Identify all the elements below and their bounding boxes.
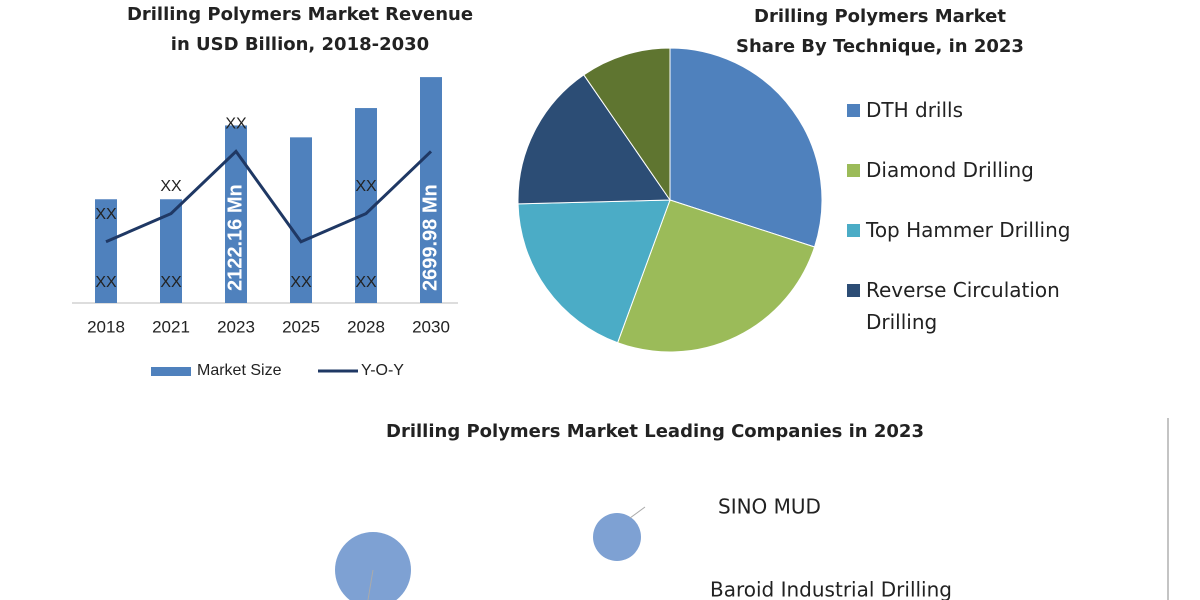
legend-swatch <box>847 284 860 297</box>
x-tick-label: 2028 <box>347 317 385 336</box>
x-tick-label: 2023 <box>217 317 255 336</box>
bar <box>95 199 117 303</box>
line-value-label: XX <box>95 206 117 223</box>
bubble <box>593 513 641 561</box>
legend-swatch <box>847 224 860 237</box>
bar <box>420 77 442 303</box>
chart-title: Drilling Polymers Market Revenue in USD … <box>126 4 474 55</box>
leader-line <box>367 569 374 600</box>
pie-slice <box>517 74 671 205</box>
bubble-label: Baroid Industrial Drilling <box>710 578 952 600</box>
x-tick-label: 2030 <box>412 317 450 336</box>
legend-swatch <box>847 164 860 177</box>
legend-label: DTH drills <box>866 98 964 122</box>
chart-title: Drilling Polymers Market Leading Compani… <box>386 421 924 442</box>
x-tick-label: 2018 <box>87 317 125 336</box>
bubble-label: SINO MUD <box>718 495 821 519</box>
bar <box>290 137 312 303</box>
line-value-label: XX <box>355 178 377 195</box>
bubble <box>335 532 411 600</box>
pie-slice <box>669 47 823 248</box>
line-value-label: XX <box>160 178 182 195</box>
legend-label: Market Size <box>197 362 282 379</box>
legend-swatch <box>151 367 191 376</box>
bar <box>355 108 377 303</box>
bar-value-label: XX <box>290 274 312 291</box>
chart-title: Drilling Polymers Market Share By Techni… <box>736 6 1024 57</box>
bar-value-label: 2699.98 Mn <box>419 184 441 291</box>
legend-label: Reverse Circulation Drilling <box>866 278 1060 334</box>
line <box>105 149 433 244</box>
pie-slice <box>616 199 816 353</box>
legend-label: Y-O-Y <box>361 362 404 379</box>
legend-swatch <box>847 104 860 117</box>
bar-value-label: XX <box>355 274 377 291</box>
bar-value-label: XX <box>160 274 182 291</box>
line-value-label: XX <box>225 116 247 133</box>
x-tick-label: 2021 <box>152 317 190 336</box>
legend-label: Diamond Drilling <box>866 158 1034 182</box>
x-tick-label: 2025 <box>282 317 320 336</box>
bar <box>225 125 247 303</box>
pie-slice <box>583 47 671 202</box>
legend-label: Top Hammer Drilling <box>866 218 1071 242</box>
bar-value-label: XX <box>95 274 117 291</box>
bar-value-label: 2122.16 Mn <box>224 184 246 291</box>
bar <box>160 199 182 303</box>
leader-line <box>629 506 646 519</box>
pie-slice <box>517 199 671 344</box>
